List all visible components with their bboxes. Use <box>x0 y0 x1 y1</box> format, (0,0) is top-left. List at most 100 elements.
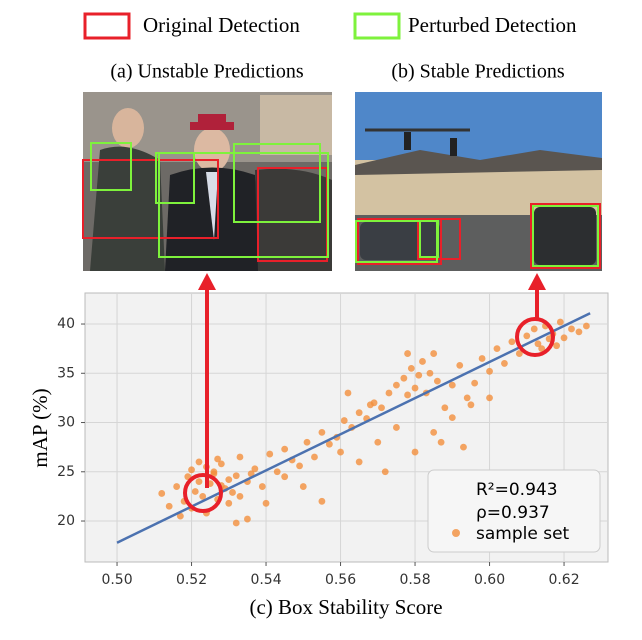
scatter-point <box>251 465 259 473</box>
scatter-point <box>437 438 445 446</box>
scatter-point <box>173 483 181 490</box>
y-tick-label: 35 <box>57 365 75 381</box>
x-tick-label: 0.50 <box>101 572 132 588</box>
scatter-point <box>266 450 274 458</box>
x-tick-label: 0.52 <box>176 572 207 588</box>
scatter-point <box>262 499 270 507</box>
scatter-point <box>411 448 419 456</box>
scatter-point <box>568 325 575 333</box>
scatter-point <box>448 381 456 389</box>
scatter-point <box>229 489 236 496</box>
legend-swatch <box>353 12 401 40</box>
legend-label: Perturbed Detection <box>408 13 577 37</box>
scatter-point <box>404 391 411 399</box>
scatter-point <box>195 478 203 486</box>
y-tick-label: 25 <box>57 464 75 480</box>
panel-title: (a) Unstable Predictions <box>110 61 303 83</box>
scatter-point <box>411 384 419 392</box>
scatter-point <box>430 428 438 436</box>
scatter-point <box>456 361 464 369</box>
scatter-point <box>378 404 385 412</box>
scatter-point <box>303 438 311 446</box>
scatter-point <box>426 369 434 377</box>
scatter-point <box>404 350 411 357</box>
scatter-point <box>165 502 173 510</box>
scatter-point <box>523 332 531 340</box>
legend-label: Original Detection <box>143 13 300 37</box>
scatter-point <box>556 318 564 326</box>
scatter-point <box>467 401 475 409</box>
scatter-point <box>530 325 538 333</box>
scatter-point <box>553 342 560 350</box>
scatter-point <box>258 483 266 490</box>
scatter-point <box>560 334 568 342</box>
scatter-point <box>232 519 240 527</box>
scatter-point <box>232 472 240 480</box>
scatter-point <box>501 360 508 367</box>
panel-title: (b) Stable Predictions <box>391 61 565 83</box>
scatter-point <box>393 424 400 431</box>
scatter-point <box>296 462 303 470</box>
x-tick-label: 0.60 <box>474 572 505 588</box>
y-tick-label: 30 <box>57 415 75 431</box>
scatter-point <box>400 374 408 382</box>
scatter-point <box>217 460 225 468</box>
scatter-point <box>191 488 199 495</box>
scatter-point <box>225 499 233 507</box>
stats-box: R²=0.943 ρ=0.937 sample set <box>427 469 601 553</box>
scatter-point <box>441 404 449 412</box>
scatter-point <box>415 371 423 379</box>
scatter-point <box>463 394 471 402</box>
scatter-point <box>460 443 467 451</box>
scatter-point <box>344 389 352 397</box>
scatter-point <box>195 458 203 466</box>
scatter-point <box>236 492 244 500</box>
legend-swatch <box>83 12 131 40</box>
scatter-point <box>538 345 546 353</box>
x-tick-label: 0.58 <box>399 572 430 588</box>
scatter-point <box>355 458 363 466</box>
x-tick-label: 0.62 <box>548 572 579 588</box>
scatter-point <box>374 438 382 446</box>
scatter-point <box>318 497 326 505</box>
scatter-point <box>419 358 426 365</box>
scatter-point <box>210 468 218 476</box>
scatter-point <box>214 455 222 463</box>
scatter-point <box>582 322 590 330</box>
scatter-point <box>366 401 374 409</box>
scatter-point <box>337 448 344 456</box>
scatter-point <box>281 445 289 453</box>
x-axis-label: (c) Box Stability Score <box>249 595 442 619</box>
scatter-point <box>486 367 493 375</box>
photo-stable <box>355 92 602 271</box>
scatter-point <box>534 340 542 348</box>
scatter-point <box>158 490 166 497</box>
scatter-point <box>244 515 251 523</box>
scatter-point <box>355 409 363 417</box>
scatter-point <box>236 453 244 461</box>
scatter-point <box>281 473 289 481</box>
photo-unstable <box>82 92 332 271</box>
scatter-point <box>199 492 207 500</box>
scatter-point <box>471 379 479 387</box>
highlight-annotations <box>183 273 555 513</box>
scatter-point <box>299 483 307 490</box>
scatter-point <box>407 364 415 372</box>
scatter-point <box>311 453 318 461</box>
fit-line <box>116 312 591 544</box>
annotation: R²=0.943 <box>476 480 558 500</box>
y-tick-label: 40 <box>57 316 75 332</box>
scatter-point <box>430 350 438 357</box>
scatter-point <box>176 512 184 520</box>
x-tick-label: 0.56 <box>325 572 356 588</box>
scatter-point <box>188 466 195 474</box>
scatter-point <box>340 417 348 424</box>
scatter-point <box>273 468 281 476</box>
scatter-point <box>385 389 393 397</box>
scatter-point <box>433 377 441 385</box>
scatter-point <box>225 476 233 484</box>
scatter-point <box>393 381 400 389</box>
scatter-point <box>486 394 493 402</box>
annotation: ρ=0.937 <box>476 503 550 523</box>
scatter-point <box>448 414 456 422</box>
